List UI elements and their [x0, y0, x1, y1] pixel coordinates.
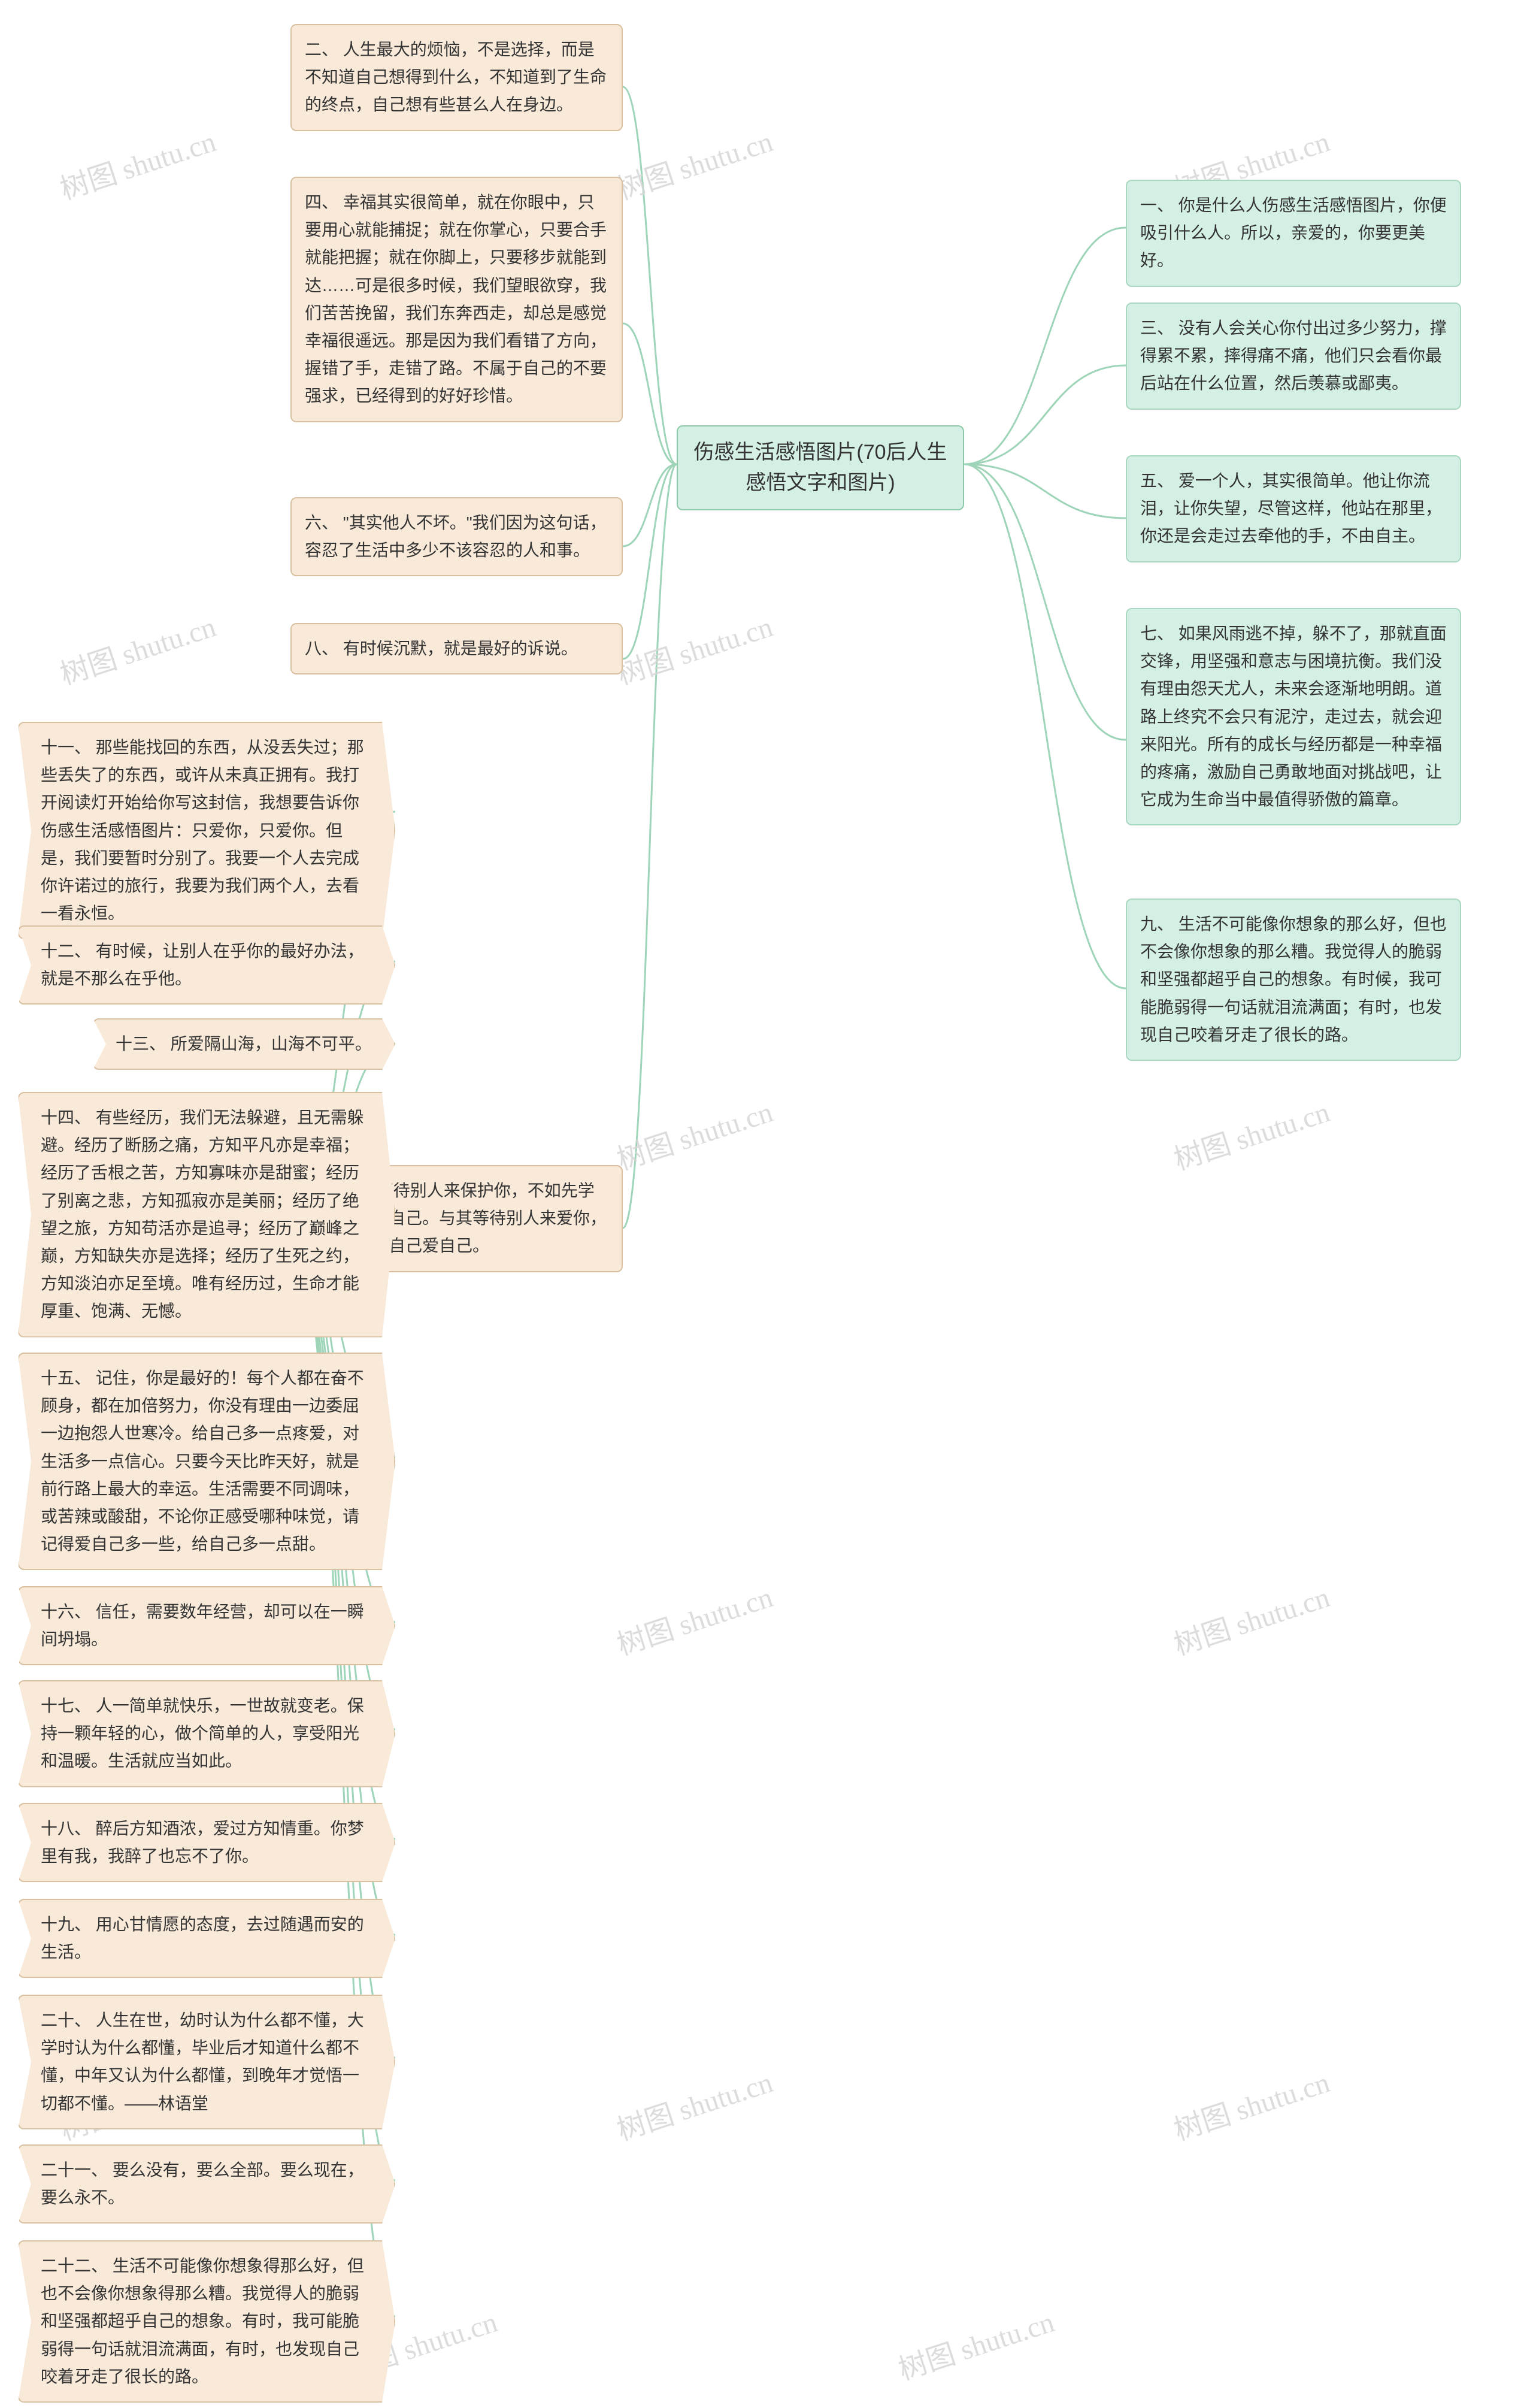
node-text: 十九、 用心甘情愿的态度，去过随遇而安的生活。	[41, 1915, 364, 1961]
left-node: 十六、 信任，需要数年经营，却可以在一瞬间坍塌。	[18, 1586, 395, 1665]
node-text: 七、 如果风雨逃不掉，躲不了，那就直面交锋，用坚强和意志与困境抗衡。我们没有理由…	[1140, 624, 1447, 809]
mid-node: 八、 有时候沉默，就是最好的诉说。	[290, 623, 623, 674]
left-node: 十二、 有时候，让别人在乎你的最好办法，就是不那么在乎他。	[18, 925, 395, 1005]
node-text: 十三、 所爱隔山海，山海不可平。	[116, 1034, 372, 1053]
right-node: 九、 生活不可能像你想象的那么好，但也不会像你想象的那么糟。我觉得人的脆弱和坚强…	[1126, 899, 1461, 1061]
right-node: 一、 你是什么人伤感生活感悟图片，你便吸引什么人。所以，亲爱的，你要更美好。	[1126, 180, 1461, 287]
left-node: 二十一、 要么没有，要么全部。要么现在，要么永不。	[18, 2144, 395, 2224]
node-text: 十一、 那些能找回的东西，从没丢失过；那些丢失了的东西，或许从未真正拥有。我打开…	[41, 738, 364, 922]
right-node: 三、 没有人会关心你付出过多少努力，撑得累不累，摔得痛不痛，他们只会看你最后站在…	[1126, 302, 1461, 410]
right-node: 五、 爱一个人，其实很简单。他让你流泪，让你失望，尽管这样，他站在那里，你还是会…	[1126, 455, 1461, 562]
node-text: 十六、 信任，需要数年经营，却可以在一瞬间坍塌。	[41, 1602, 364, 1648]
node-text: 六、 "其实他人不坏。"我们因为这句话，容忍了生活中多少不该容忍的人和事。	[305, 513, 607, 559]
node-text: 十八、 醉后方知酒浓，爱过方知情重。你梦里有我，我醉了也忘不了你。	[41, 1819, 364, 1865]
right-node: 七、 如果风雨逃不掉，躲不了，那就直面交锋，用坚强和意志与困境抗衡。我们没有理由…	[1126, 608, 1461, 825]
mid-node: 二、 人生最大的烦恼，不是选择，而是不知道自己想得到什么，不知道到了生命的终点，…	[290, 24, 623, 131]
left-node: 二十、 人生在世，幼时认为什么都不懂，大学时认为什么都懂，毕业后才知道什么都不懂…	[18, 1995, 395, 2129]
node-text: 十五、 记住，你是最好的！每个人都在奋不顾身，都在加倍努力，你没有理由一边委屈一…	[41, 1369, 364, 1553]
node-text: 十四、 有些经历，我们无法躲避，且无需躲避。经历了断肠之痛，方知平凡亦是幸福；经…	[41, 1108, 364, 1320]
left-node: 十五、 记住，你是最好的！每个人都在奋不顾身，都在加倍努力，你没有理由一边委屈一…	[18, 1353, 395, 1570]
node-text: 四、 幸福其实很简单，就在你眼中，只要用心就能捕捉；就在你掌心，只要合手就能把握…	[305, 193, 607, 405]
mid-node: 六、 "其实他人不坏。"我们因为这句话，容忍了生活中多少不该容忍的人和事。	[290, 497, 623, 576]
center-node: 伤感生活感悟图片(70后人生感悟文字和图片)	[677, 425, 964, 510]
node-text: 九、 生活不可能像你想象的那么好，但也不会像你想象的那么糟。我觉得人的脆弱和坚强…	[1140, 915, 1447, 1044]
left-node: 十九、 用心甘情愿的态度，去过随遇而安的生活。	[18, 1899, 395, 1978]
node-text: 五、 爱一个人，其实很简单。他让你流泪，让你失望，尽管这样，他站在那里，你还是会…	[1140, 471, 1442, 545]
node-text: 二十、 人生在世，幼时认为什么都不懂，大学时认为什么都懂，毕业后才知道什么都不懂…	[41, 2011, 364, 2113]
node-text: 二、 人生最大的烦恼，不是选择，而是不知道自己想得到什么，不知道到了生命的终点，…	[305, 40, 607, 114]
left-node: 二十二、 生活不可能像你想象得那么好，但也不会像你想象得那么糟。我觉得人的脆弱和…	[18, 2240, 395, 2403]
left-node: 十八、 醉后方知酒浓，爱过方知情重。你梦里有我，我醉了也忘不了你。	[18, 1803, 395, 1882]
node-text: 十七、 人一简单就快乐，一世故就变老。保持一颗年轻的心，做个简单的人，享受阳光和…	[41, 1696, 364, 1770]
node-text: 八、 有时候沉默，就是最好的诉说。	[305, 639, 578, 658]
left-node: 十一、 那些能找回的东西，从没丢失过；那些丢失了的东西，或许从未真正拥有。我打开…	[18, 722, 395, 939]
mid-node: 四、 幸福其实很简单，就在你眼中，只要用心就能捕捉；就在你掌心，只要合手就能把握…	[290, 177, 623, 422]
left-node: 十三、 所爱隔山海，山海不可平。	[93, 1018, 395, 1070]
left-node: 十四、 有些经历，我们无法躲避，且无需躲避。经历了断肠之痛，方知平凡亦是幸福；经…	[18, 1092, 395, 1338]
node-text: 十二、 有时候，让别人在乎你的最好办法，就是不那么在乎他。	[41, 942, 364, 988]
left-node: 十七、 人一简单就快乐，一世故就变老。保持一颗年轻的心，做个简单的人，享受阳光和…	[18, 1680, 395, 1787]
node-text: 二十二、 生活不可能像你想象得那么好，但也不会像你想象得那么糟。我觉得人的脆弱和…	[41, 2256, 364, 2386]
node-text: 三、 没有人会关心你付出过多少努力，撑得累不累，摔得痛不痛，他们只会看你最后站在…	[1140, 319, 1447, 392]
node-text: 二十一、 要么没有，要么全部。要么现在，要么永不。	[41, 2161, 364, 2207]
node-text: 一、 你是什么人伤感生活感悟图片，你便吸引什么人。所以，亲爱的，你要更美好。	[1140, 196, 1447, 270]
